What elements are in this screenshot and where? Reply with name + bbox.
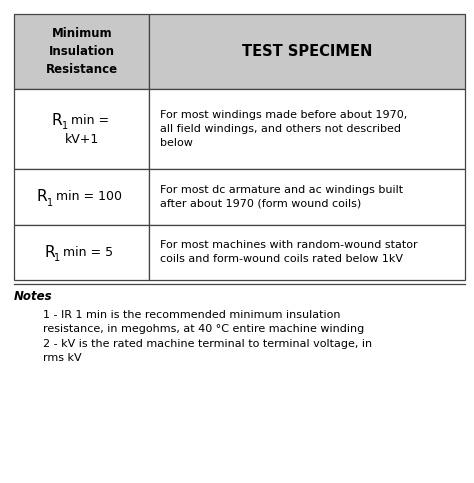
Text: kV+1: kV+1 — [64, 133, 99, 146]
Text: For most dc armature and ac windings built
after about 1970 (form wound coils): For most dc armature and ac windings bui… — [160, 185, 403, 209]
Text: For most windings made before about 1970,
all field windings, and others not des: For most windings made before about 1970… — [160, 110, 407, 148]
Text: 1 - IR 1 min is the recommended minimum insulation
resistance, in megohms, at 40: 1 - IR 1 min is the recommended minimum … — [43, 310, 372, 363]
Text: Minimum
Insulation
Resistance: Minimum Insulation Resistance — [46, 28, 118, 76]
Bar — [14, 14, 149, 89]
Bar — [14, 169, 149, 225]
Bar — [14, 89, 149, 169]
Text: min =: min = — [67, 114, 109, 127]
Bar — [149, 89, 465, 169]
Bar — [149, 14, 465, 89]
Text: R: R — [52, 113, 62, 128]
Text: 1: 1 — [46, 198, 53, 208]
Text: R: R — [44, 245, 55, 260]
Text: For most machines with random-wound stator
coils and form-wound coils rated belo: For most machines with random-wound stat… — [160, 241, 418, 264]
Bar — [149, 225, 465, 280]
Text: 1: 1 — [54, 253, 60, 263]
Bar — [14, 225, 149, 280]
Text: TEST SPECIMEN: TEST SPECIMEN — [242, 44, 372, 59]
Text: R: R — [36, 189, 47, 204]
Text: Notes: Notes — [14, 290, 53, 303]
Text: 1: 1 — [62, 121, 68, 131]
Text: min = 5: min = 5 — [59, 246, 114, 259]
Text: min = 100: min = 100 — [52, 190, 122, 203]
Bar — [149, 169, 465, 225]
